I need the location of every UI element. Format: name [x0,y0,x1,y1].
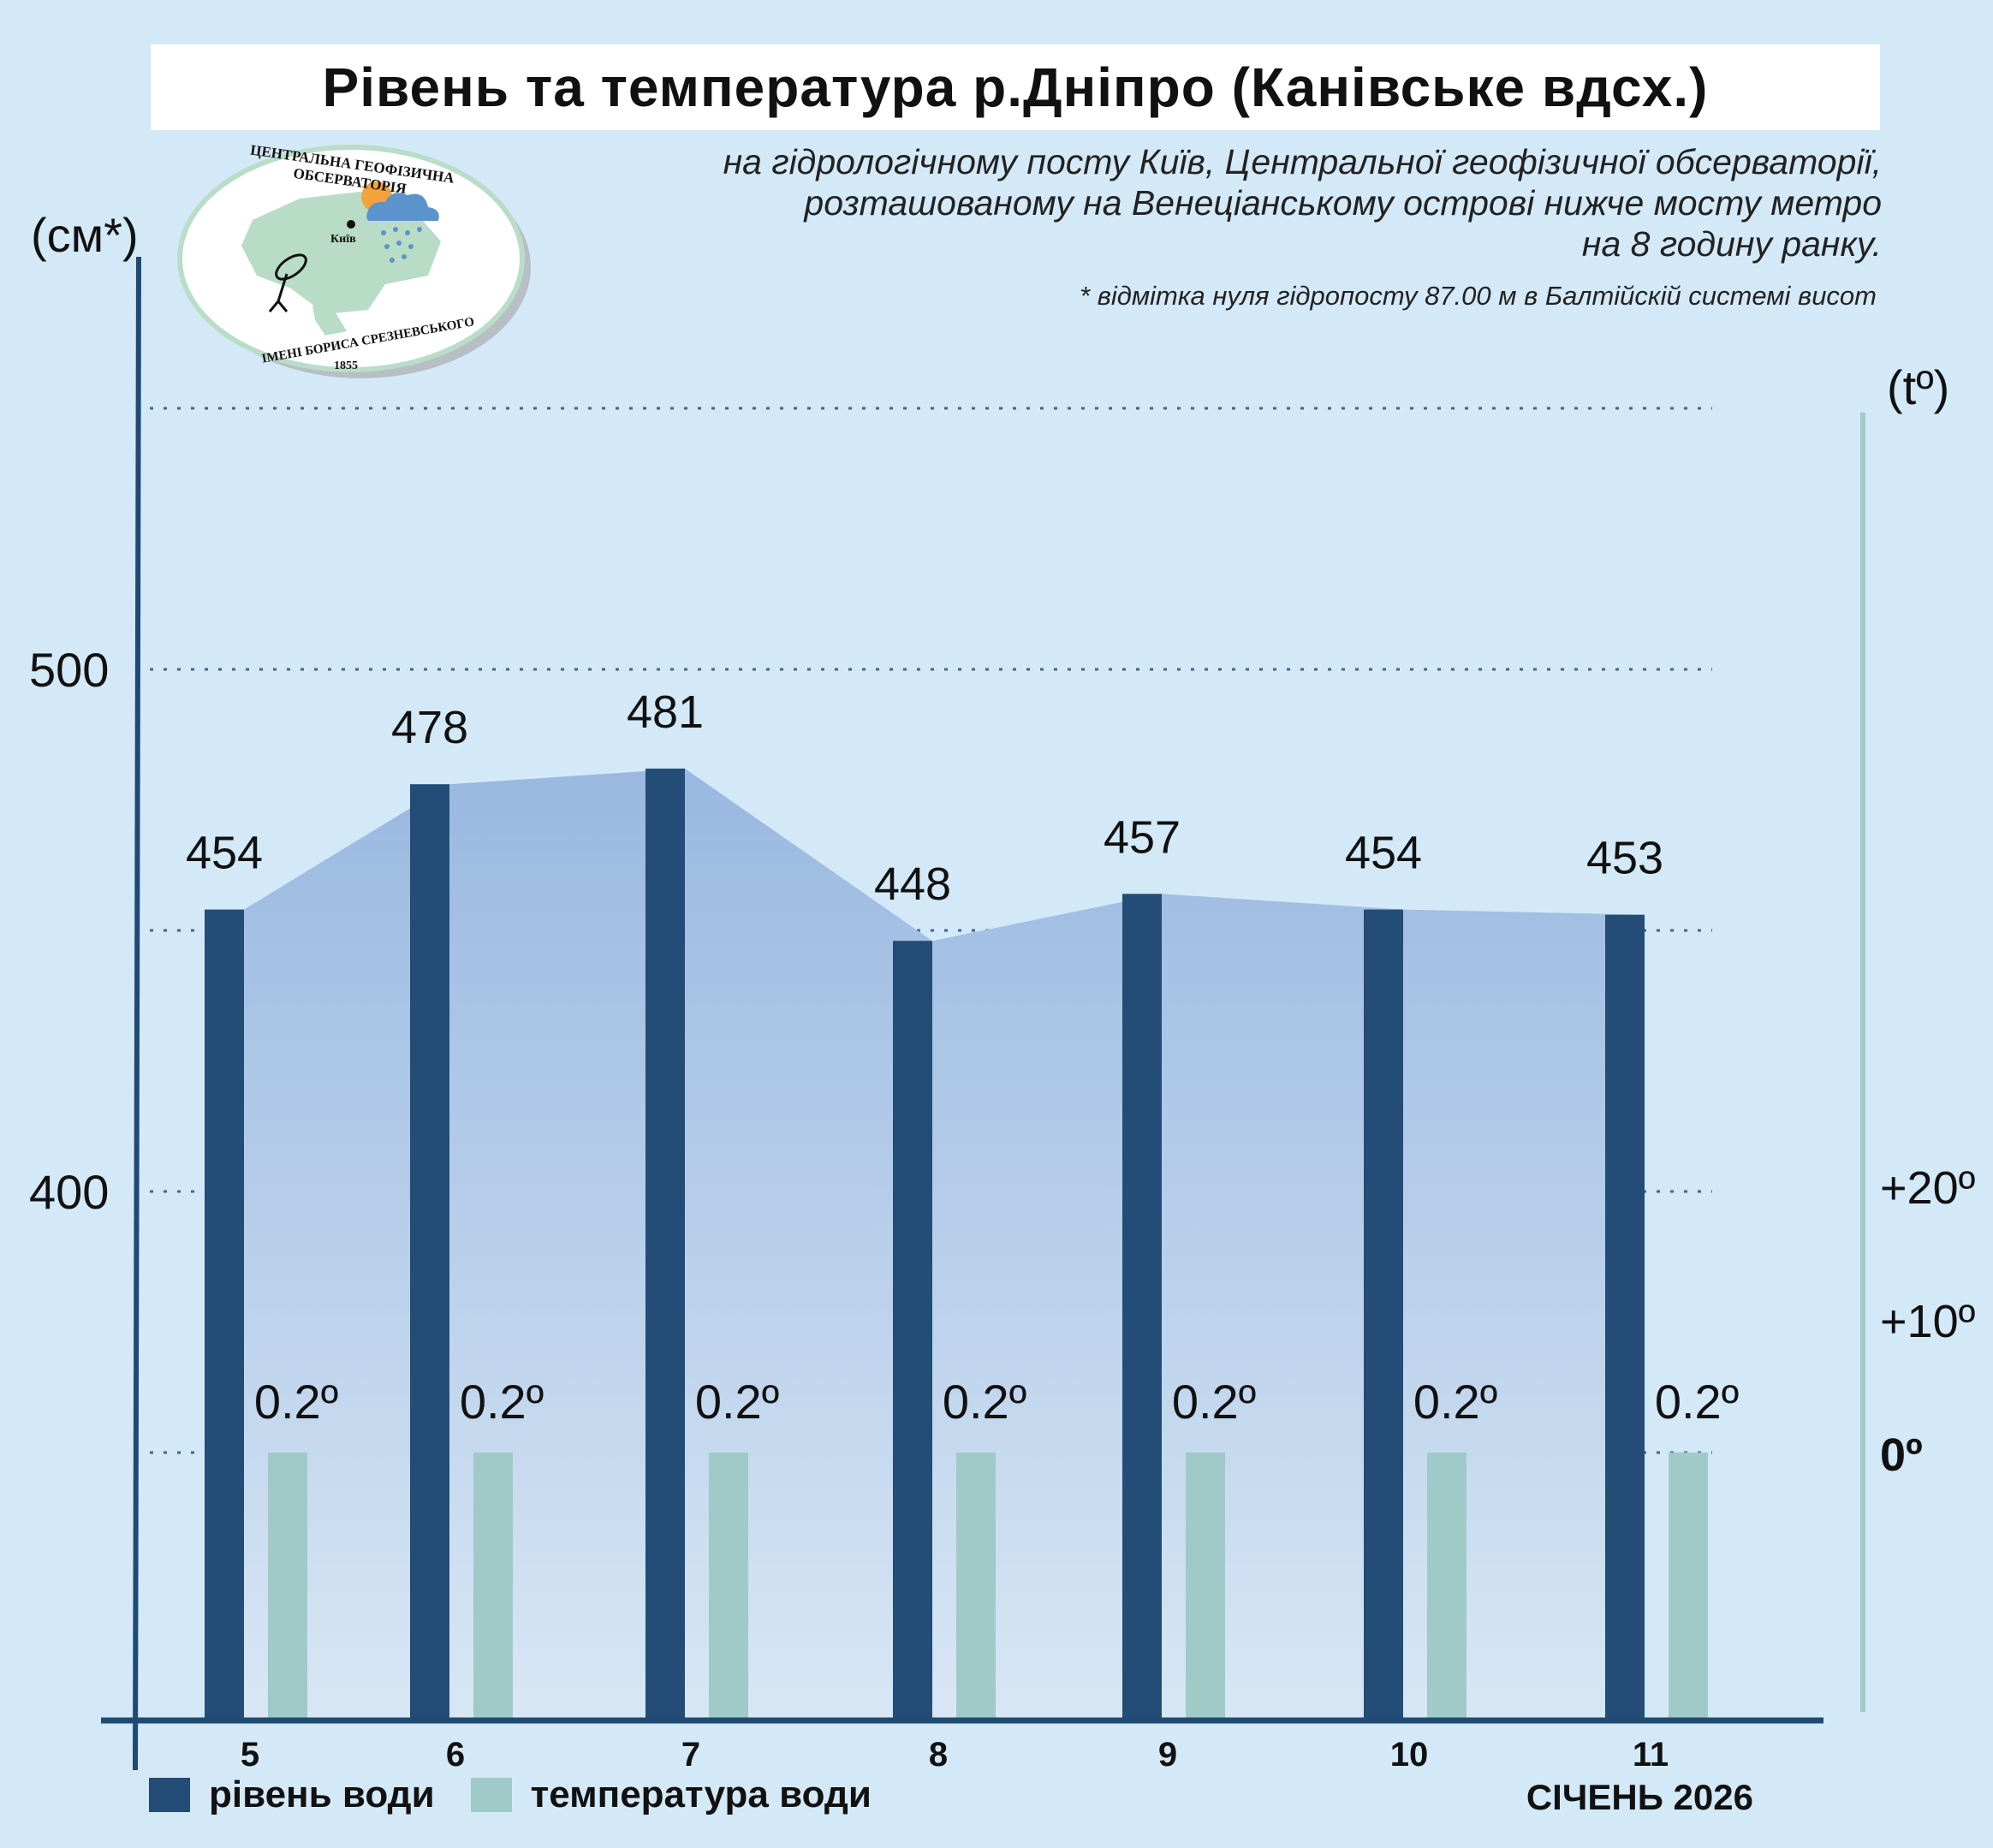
legend-swatch-level [149,1778,190,1812]
legend-item-level: рівень води [149,1774,435,1816]
legend-swatch-temp [470,1778,512,1812]
level-value-label: 454 [186,828,263,879]
temperature-bar [473,1452,513,1720]
left-axis-line [133,256,141,1771]
temperature-value-label: 0.2º [695,1375,779,1429]
level-bar [893,941,932,1720]
level-value-label: 481 [627,686,704,738]
month-label: СІЧЕНЬ 2026 [1526,1777,1753,1817]
temperature-bar [709,1452,748,1720]
observatory-logo: ЦЕНТРАЛЬНА ГЕОФІЗИЧНА ОБСЕРВАТОРІЯ Київ … [171,139,539,387]
temperature-value-label: 0.2º [1655,1375,1739,1429]
x-tick-label: 8 [929,1736,948,1774]
left-tick-label: 400 [29,1165,109,1219]
legend-label-level: рівень води [209,1774,435,1815]
x-tick-label: 11 [1633,1736,1669,1774]
left-tick-label: 500 [29,643,109,697]
level-value-label: 478 [391,702,468,753]
title-banner: Рівень та температура р.Дніпро (Канівськ… [151,45,1880,130]
temperature-bar [1427,1452,1466,1720]
level-value-label: 457 [1104,811,1181,863]
logo-year: 1855 [334,359,358,372]
level-bar [645,768,685,1720]
level-value-label: 453 [1586,833,1663,884]
temperature-value-label: 0.2º [460,1375,544,1429]
temperature-value-label: 0.2º [1413,1375,1497,1429]
subtitle-line: на гідрологічному посту Київ, Центрально… [723,142,1882,181]
data-labels: 454 0.2º 5 478 0.2º 6 481 0.2º 7 448 0.2º 8 457 0.2º 9… [186,686,1739,1774]
logo-city: Київ [330,233,356,246]
right-tick-label: 0º [1880,1429,1923,1481]
subtitle-line: розташованому на Венеціанському острові … [804,183,1882,223]
subtitle: на гідрологічному посту Київ, Центрально… [426,141,1882,264]
level-bar [1605,914,1645,1720]
legend: рівень води температура води [149,1774,907,1816]
temperature-value-label: 0.2º [943,1375,1026,1429]
level-bar [1122,894,1162,1720]
x-tick-label: 7 [681,1736,700,1774]
level-value-label: 448 [874,859,951,910]
level-bar [205,909,244,1720]
bars [205,768,1708,1721]
x-tick-label: 10 [1390,1736,1429,1774]
temperature-value-label: 0.2º [254,1375,338,1429]
subtitle-line: на 8 годину ранку. [1581,224,1882,264]
level-bar [1364,909,1403,1720]
chart-title: Рівень та температура р.Дніпро (Канівськ… [322,56,1709,118]
right-tick-label: +20º [1880,1162,1976,1214]
legend-label-temp: температура води [530,1774,872,1815]
temperature-bar [268,1452,307,1720]
temperature-bar [1186,1452,1225,1720]
temperature-bar [1669,1452,1708,1720]
x-tick-label: 9 [1158,1736,1177,1774]
temperature-bar [956,1452,996,1720]
level-value-label: 454 [1345,828,1422,879]
left-axis-label: (см*) [31,208,139,262]
right-axis-label: (tº) [1887,360,1950,414]
x-tick-label: 6 [446,1736,465,1774]
right-tick-label: +10º [1880,1296,1976,1347]
temperature-value-label: 0.2º [1172,1375,1256,1429]
footnote: * відмітка нуля гідропосту 87.00 м в Бал… [1080,281,1877,311]
level-bar [410,784,449,1721]
axes: 500 400 +20º +10º 0º [29,256,1976,1771]
legend-item-temp: температура води [470,1774,872,1816]
x-tick-label: 5 [241,1736,259,1774]
